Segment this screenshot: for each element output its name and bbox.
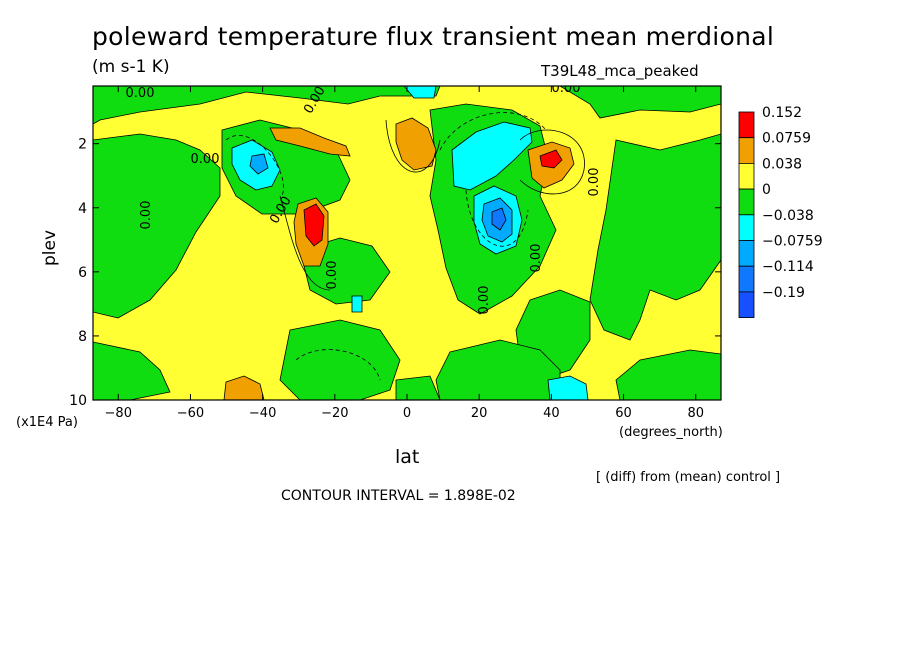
legend-swatch <box>738 291 755 318</box>
legend-swatch <box>738 188 755 216</box>
contour-region <box>269 127 351 157</box>
contour-line-negative <box>295 349 381 381</box>
contour-region <box>559 86 721 119</box>
contour-line-positive <box>385 119 441 173</box>
x-tick-label: 20 <box>471 406 488 421</box>
contour-region <box>93 341 171 400</box>
contour-label: 0.00 <box>126 86 155 101</box>
x-tick-label: 60 <box>615 406 632 421</box>
y-tick-label: 2 <box>78 137 87 153</box>
contour-region <box>303 203 325 247</box>
contour-region <box>279 319 401 400</box>
legend-label: −0.0759 <box>762 234 823 250</box>
contour-line-positive <box>519 129 585 195</box>
legend-swatch <box>738 162 755 190</box>
contour-region <box>249 153 269 175</box>
legend-swatch <box>738 265 755 293</box>
y-tick-label: 10 <box>69 393 87 409</box>
x-tick-label: 80 <box>687 406 704 421</box>
contour-region <box>615 349 721 400</box>
contour-line-positive <box>279 195 331 291</box>
contour-label: 0.00 <box>139 201 154 230</box>
chart-units: (m s-1 K) <box>92 57 170 77</box>
x-axis-unit: (degrees_north) <box>619 425 723 440</box>
legend-label: −0.114 <box>762 259 814 275</box>
legend: 0.152 0.0759 0.038 0 −0.038 −0.0759 −0.114 −0.1… <box>738 105 823 318</box>
contour-field: 0.000.000.00 0.000.000.00 0.000.000.000.00 <box>93 81 721 400</box>
diff-note: [ (diff) from (mean) control ] <box>596 470 781 485</box>
contour-region <box>351 295 363 313</box>
contour-label: 0.00 <box>191 152 220 167</box>
contour-label: 0.00 <box>325 261 340 290</box>
x-tick-label: 40 <box>543 406 560 421</box>
y-tick-label: 4 <box>78 201 87 217</box>
contour-region <box>403 86 437 99</box>
legend-swatch <box>738 240 755 267</box>
legend-swatch <box>738 137 755 164</box>
legend-label: −0.038 <box>762 208 814 224</box>
contour-region <box>589 133 721 341</box>
x-tick-label: −40 <box>249 406 276 421</box>
contour-line-negative <box>439 112 547 151</box>
legend-label: 0.152 <box>762 105 802 121</box>
contour-line-negative <box>225 135 284 197</box>
legend-label: 0.038 <box>762 156 802 172</box>
y-tick-label: 6 <box>78 265 87 281</box>
contour-label: 0.00 <box>477 286 492 315</box>
contour-line-negative <box>465 189 529 247</box>
contour-label: 0.00 <box>587 168 602 197</box>
contour-region <box>93 133 221 319</box>
contour-label: 0.00 <box>552 81 581 96</box>
run-name: T39L48_mca_peaked <box>541 62 699 80</box>
contour-region <box>451 121 533 191</box>
x-tick-label: 0 <box>403 406 411 421</box>
contour-region <box>395 117 437 171</box>
contour-region <box>491 207 507 231</box>
contour-label: 0.00 <box>529 244 544 273</box>
legend-swatch <box>738 111 755 139</box>
contour-region <box>93 86 441 125</box>
contour-interval: CONTOUR INTERVAL = 1.898E-02 <box>281 488 516 504</box>
chart-title: poleward temperature flux transient mean… <box>92 22 775 51</box>
legend-swatch <box>738 214 755 241</box>
x-axis-label: lat <box>395 446 420 468</box>
x-tick-label: −60 <box>177 406 204 421</box>
contour-region <box>547 375 589 400</box>
y-axis-label: plev <box>40 229 60 266</box>
contour-region <box>539 149 563 169</box>
x-tick-label: −20 <box>321 406 348 421</box>
legend-label: −0.19 <box>762 285 805 301</box>
y-axis-unit: (x1E4 Pa) <box>16 415 78 430</box>
contour-region <box>223 375 265 400</box>
legend-label: 0 <box>762 182 771 198</box>
x-tick-label: −80 <box>105 406 132 421</box>
y-tick-label: 8 <box>78 329 87 345</box>
legend-label: 0.0759 <box>762 131 811 147</box>
